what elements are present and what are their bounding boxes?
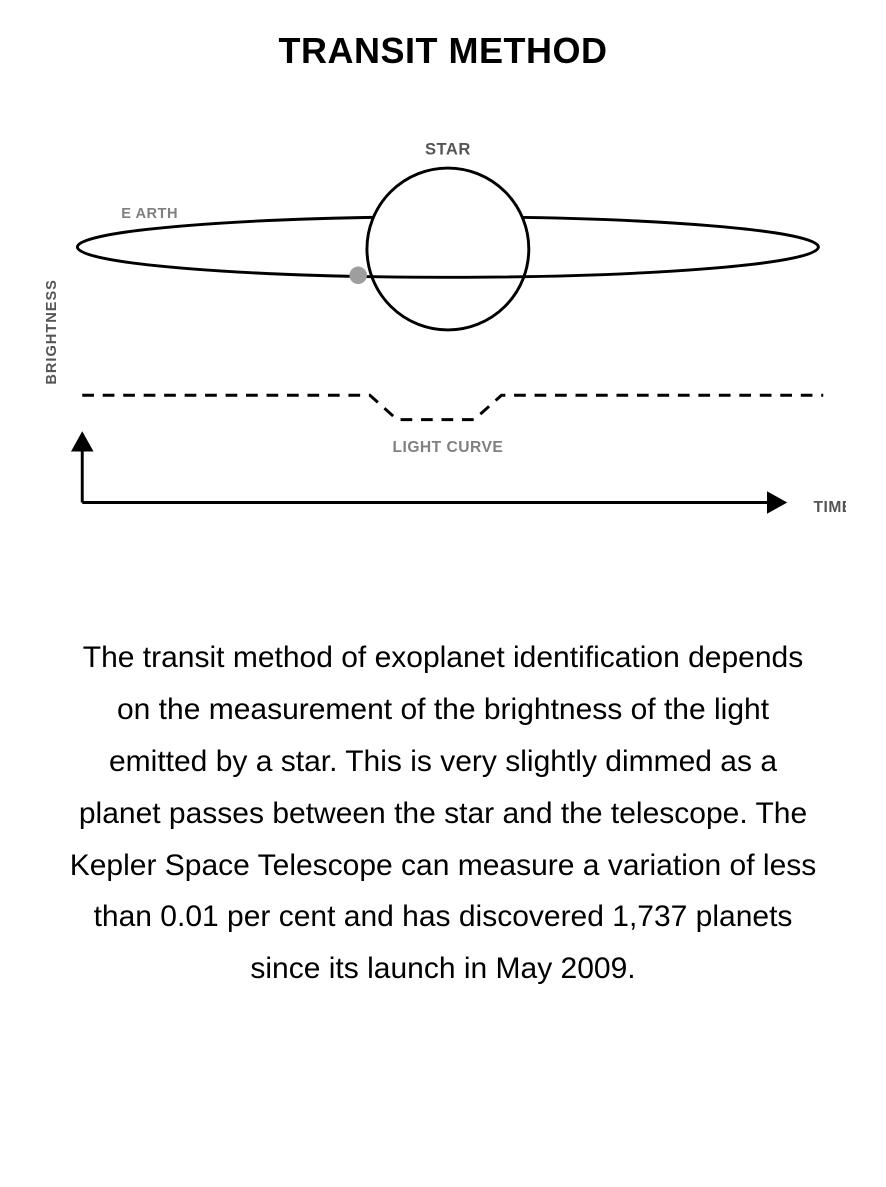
y-axis-arrow <box>73 434 91 450</box>
label-time: TIME <box>813 499 846 516</box>
x-axis-arrow <box>768 494 784 512</box>
page-title: TRANSIT METHOD <box>40 30 846 72</box>
page-container: TRANSIT METHOD STAR E ARTH LIGHT CURVE <box>40 30 846 1157</box>
light-curve-path <box>82 395 823 419</box>
label-brightness: BRIGHTNESS <box>44 279 60 385</box>
star-circle <box>367 168 529 330</box>
label-star: STAR <box>425 139 471 158</box>
body-text: The transit method of exoplanet identifi… <box>40 632 846 995</box>
planet-circle <box>349 267 367 285</box>
transit-diagram-svg: STAR E ARTH LIGHT CURVE BRIGHTNESS TIME <box>40 132 846 522</box>
diagram-area: STAR E ARTH LIGHT CURVE BRIGHTNESS TIME <box>40 132 846 522</box>
label-light-curve: LIGHT CURVE <box>392 439 503 456</box>
label-earth: E ARTH <box>121 206 178 222</box>
